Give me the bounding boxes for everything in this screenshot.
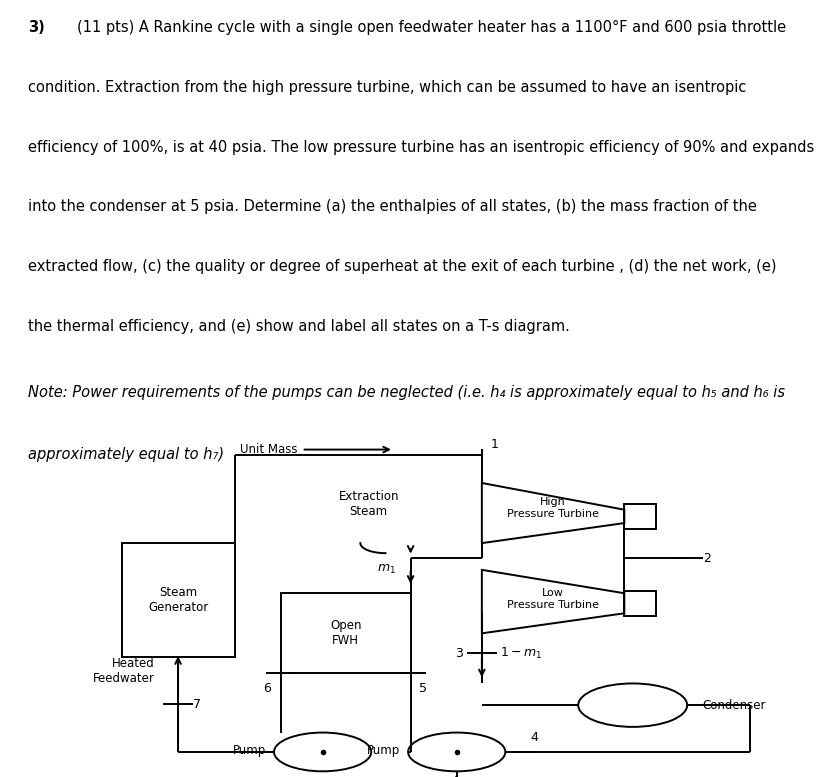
Text: Open
FWH: Open FWH bbox=[330, 619, 361, 647]
Text: approximately equal to h₇): approximately equal to h₇) bbox=[28, 448, 224, 462]
Text: the thermal efficiency, and (e) show and label all states on a T-s diagram.: the thermal efficiency, and (e) show and… bbox=[28, 319, 570, 334]
Bar bbox=[624, 503, 656, 529]
Bar bbox=[624, 591, 656, 616]
Text: Heated
Feedwater: Heated Feedwater bbox=[93, 657, 154, 685]
Text: 7: 7 bbox=[193, 698, 201, 711]
Text: Note: Power requirements of the pumps can be neglected (i.e. h₄ is approximately: Note: Power requirements of the pumps ca… bbox=[28, 385, 784, 400]
Text: Pump: Pump bbox=[232, 744, 266, 757]
Text: 1: 1 bbox=[490, 438, 498, 451]
Text: $m_1$: $m_1$ bbox=[376, 563, 396, 576]
Text: Low
Pressure Turbine: Low Pressure Turbine bbox=[507, 588, 599, 610]
Text: 5: 5 bbox=[419, 681, 427, 695]
Text: Extraction
Steam: Extraction Steam bbox=[339, 490, 399, 518]
Text: (11 pts) A Rankine cycle with a single open feedwater heater has a 1100°F and 60: (11 pts) A Rankine cycle with a single o… bbox=[77, 20, 786, 35]
Text: Pump: Pump bbox=[366, 744, 400, 757]
Text: into the condenser at 5 psia. Determine (a) the enthalpies of all states, (b) th: into the condenser at 5 psia. Determine … bbox=[28, 199, 757, 214]
Text: 2: 2 bbox=[703, 552, 711, 565]
Text: 6: 6 bbox=[263, 681, 271, 695]
Text: Steam
Generator: Steam Generator bbox=[148, 586, 208, 614]
Text: 4: 4 bbox=[530, 730, 538, 744]
Bar bbox=[281, 594, 411, 674]
Text: 3: 3 bbox=[456, 647, 463, 660]
Text: efficiency of 100%, is at 40 psia. The low pressure turbine has an isentropic ef: efficiency of 100%, is at 40 psia. The l… bbox=[28, 140, 814, 155]
Text: extracted flow, (c) the quality or degree of superheat at the exit of each turbi: extracted flow, (c) the quality or degre… bbox=[28, 259, 776, 274]
Text: $1 - m_1$: $1 - m_1$ bbox=[500, 646, 542, 661]
Text: High
Pressure Turbine: High Pressure Turbine bbox=[507, 497, 599, 519]
Text: 3): 3) bbox=[28, 20, 44, 35]
Text: condition. Extraction from the high pressure turbine, which can be assumed to ha: condition. Extraction from the high pres… bbox=[28, 80, 746, 95]
Bar bbox=[122, 543, 235, 657]
Text: Condenser: Condenser bbox=[702, 699, 766, 712]
Text: Unit Mass: Unit Mass bbox=[240, 443, 297, 456]
